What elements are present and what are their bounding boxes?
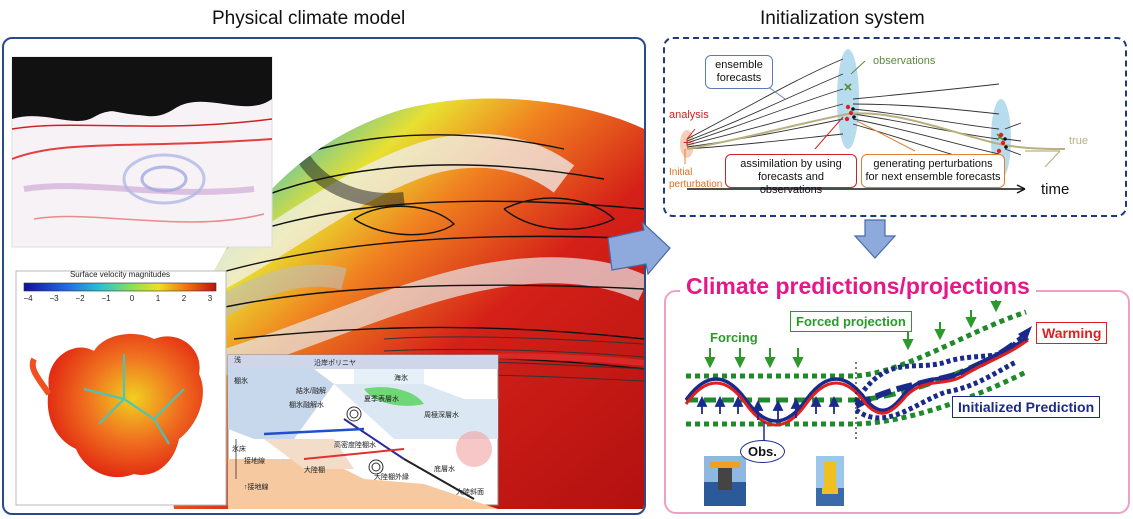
colorbar-tick: −4 <box>23 294 33 303</box>
section-label: 浅 <box>234 355 241 364</box>
colorbar-tick: 0 <box>130 294 135 303</box>
true-label: true <box>1069 135 1088 147</box>
colorbar-tick: −1 <box>101 294 111 303</box>
observations-label: observations <box>873 55 936 67</box>
analysis-label: analysis <box>669 109 709 121</box>
section-label: 底層水 <box>434 464 455 473</box>
section-label: 周極深層水 <box>424 410 459 419</box>
prediction-panel: Forcing Forced projection Warming Initia… <box>664 290 1130 514</box>
colorbar-tick: 1 <box>156 294 161 303</box>
section-label: 結氷/融解 <box>296 386 326 395</box>
forcing-label: Forcing <box>710 330 758 345</box>
colorbar-ticks: −4 −3 −2 −1 0 1 2 3 <box>23 294 212 303</box>
svg-text:+: + <box>683 134 691 150</box>
init-to-prediction-arrow <box>853 219 897 259</box>
obs-label: Obs. <box>740 440 785 463</box>
section-label: 大陸棚外縁 <box>374 472 409 481</box>
predictions-title: Climate predictions/projections <box>680 273 1036 300</box>
buoy-photo <box>704 456 746 506</box>
initialization-title: Initialization system <box>760 8 925 29</box>
initialized-prediction-label: Initialized Prediction <box>952 396 1101 418</box>
warming-label: Warming <box>1036 322 1108 344</box>
initial-perturbation-label: Initial perturbation <box>669 167 723 190</box>
ensemble-forecasts-label: ensemble forecasts <box>705 55 773 89</box>
section-label: 大陸棚 <box>304 465 325 474</box>
physical-model-title: Physical climate model <box>212 8 406 29</box>
initialization-panel: + ensemble forecasts observations analys… <box>663 37 1127 217</box>
antarctica-velocity-map: Surface velocity magnitudes −4 −3 −2 −1 … <box>15 270 227 506</box>
section-label: 氷床 <box>232 444 246 453</box>
colorbar-tick: 3 <box>208 294 213 303</box>
generating-perturbations-label: generating perturbations for next ensemb… <box>861 154 1005 188</box>
model-to-prediction-arrow <box>607 222 671 276</box>
section-label: 大陸斜面 <box>456 487 484 496</box>
ocean-cross-section: 浅 沿岸ポリニヤ 海氷 棚氷 結氷/融解 夏季表層水 棚氷融解水 周極深層水 高… <box>227 354 499 509</box>
section-label: ↑接地線 <box>244 482 269 491</box>
colorbar-tick: −3 <box>49 294 59 303</box>
section-label: 棚氷融解水 <box>289 400 324 409</box>
mooring-photo <box>816 456 844 506</box>
section-label: 高密度陸棚水 <box>334 440 376 449</box>
colorbar-tick: −2 <box>75 294 85 303</box>
physical-model-panel: Surface velocity magnitudes −4 −3 −2 −1 … <box>2 37 646 515</box>
assimilation-label: assimilation by using forecasts and obse… <box>725 154 857 196</box>
forced-projection-label: Forced projection <box>790 311 912 332</box>
physical-model-illustration: Surface velocity magnitudes −4 −3 −2 −1 … <box>11 56 644 509</box>
section-label: 接地線 <box>244 456 265 465</box>
prediction-diagram <box>684 296 1032 506</box>
colorbar-title: Surface velocity magnitudes <box>70 270 170 279</box>
time-label: time <box>1041 181 1070 198</box>
section-label: 棚氷 <box>234 376 248 385</box>
section-label: 夏季表層水 <box>364 394 399 403</box>
section-label: 沿岸ポリニヤ <box>314 358 356 367</box>
colorbar-tick: 2 <box>182 294 187 303</box>
section-label: 海氷 <box>394 373 408 382</box>
eddy-simulation-image <box>11 56 273 248</box>
